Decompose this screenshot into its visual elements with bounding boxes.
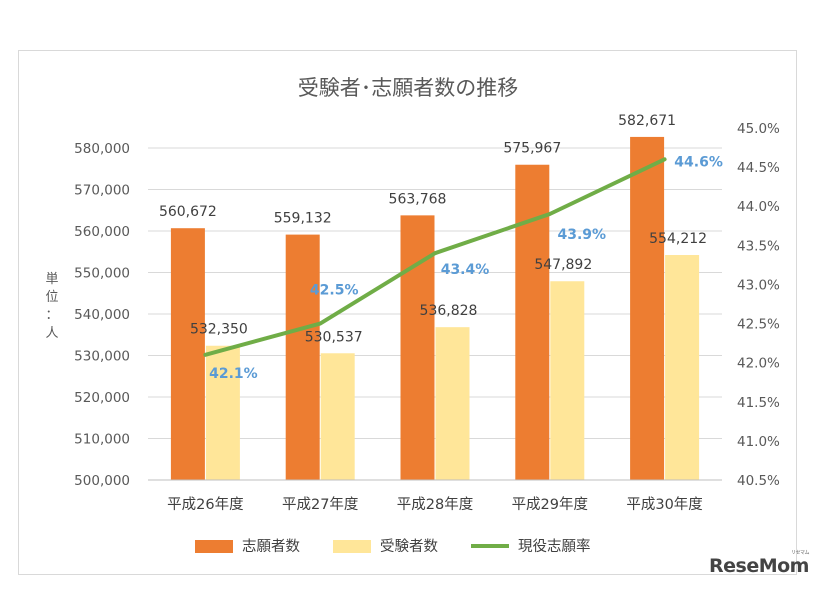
bar-data-label: 547,892 [534,257,592,273]
legend-label: 志願者数 [242,538,300,555]
y-left-unit-label: ： [45,308,58,323]
line-data-label: 43.9% [558,227,607,243]
bar-examinees [205,345,240,480]
legend-swatch [195,540,233,553]
y-right-tick-label: 43.5% [737,238,780,254]
bar-data-label: 554,212 [649,231,707,247]
bar-data-label: 536,828 [420,303,478,319]
y-right-tick-label: 44.5% [737,160,780,176]
bar-data-label: 559,132 [274,211,332,227]
y-left-tick-label: 500,000 [74,473,130,489]
bar-applicants [285,234,320,480]
x-tick-label: 平成29年度 [512,496,588,513]
bar-examinees [665,255,700,480]
bar-data-label: 563,768 [389,191,447,207]
line-data-label: 42.1% [209,366,258,382]
bar-examinees [320,353,355,480]
chart-title: 受験者･志願者数の推移 [298,76,519,100]
line-current-grad-rate [203,157,667,357]
bar-data-label: 532,350 [190,322,248,338]
line-data-label: 44.6% [674,154,723,170]
y-right-tick-label: 43.0% [737,277,780,293]
logo-small-text: リセマム [790,550,810,556]
bar-examinees [435,327,470,480]
bar-data-label: 575,967 [503,141,561,157]
y-right-tick-label: 40.5% [737,473,780,489]
x-tick-label: 平成26年度 [167,496,243,513]
bar-data-label: 530,537 [305,329,363,345]
y-left-tick-label: 570,000 [74,183,130,199]
x-tick-label: 平成28年度 [397,496,473,513]
line-data-label: 42.5% [310,283,359,299]
y-left-tick-label: 520,000 [74,390,130,406]
y-left-unit-label: 位 [45,290,58,305]
y-left-tick-label: 580,000 [74,141,130,157]
legend-label: 現役志願率 [518,538,591,555]
y-right-tick-label: 41.0% [737,434,780,450]
y-left-tick-label: 550,000 [74,266,130,282]
y-right-tick-label: 45.0% [737,121,780,137]
legend-label: 受験者数 [380,538,438,555]
y-right-tick-label: 44.0% [737,199,780,215]
y-right-tick-label: 41.5% [737,395,780,411]
y-left-unit-label: 人 [45,326,58,341]
bar-applicants [400,215,435,480]
bar-data-label: 582,671 [618,113,676,129]
y-left-tick-label: 540,000 [74,307,130,323]
legend-swatch [333,540,371,553]
bar-examinees [550,281,585,480]
logo-text: ReseMom [709,555,809,577]
bar-data-label: 560,672 [159,204,217,220]
x-tick-label: 平成30年度 [626,496,702,513]
x-tick-label: 平成27年度 [282,496,358,513]
y-left-unit-label: 単 [45,271,58,287]
bar-applicants [515,164,550,481]
y-left-tick-label: 530,000 [74,349,130,365]
resemom-logo: ReseMom リセマム [709,550,809,577]
line-data-label: 43.4% [441,262,490,278]
y-left-tick-label: 510,000 [74,432,130,448]
bar-applicants [630,136,665,480]
y-right-tick-label: 42.5% [737,317,780,333]
bar-applicants [170,228,205,480]
y-left-tick-label: 560,000 [74,224,130,240]
y-right-tick-label: 42.0% [737,356,780,372]
